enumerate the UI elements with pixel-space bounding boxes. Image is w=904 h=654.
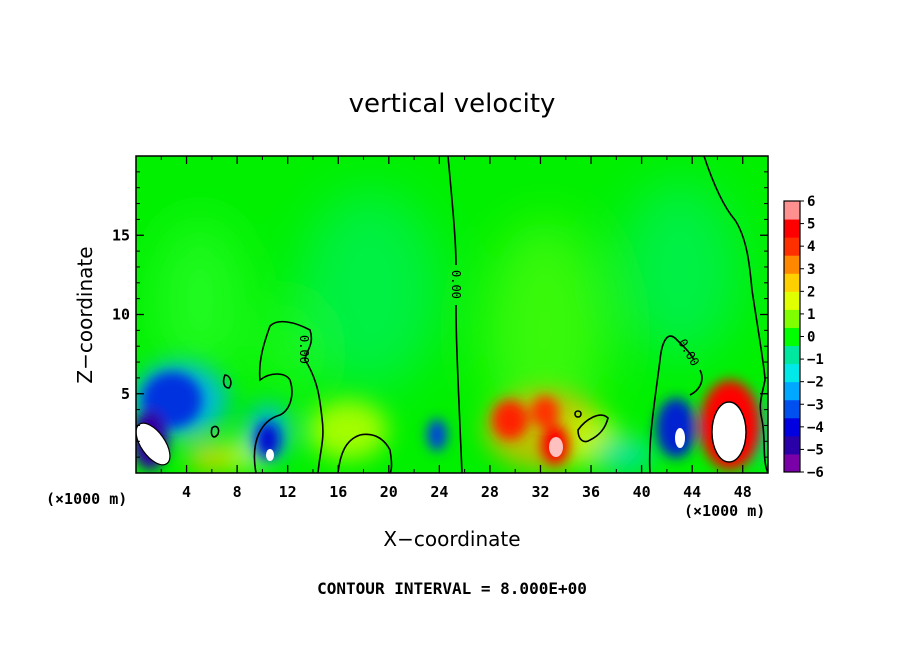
colorbar-label: 6: [807, 194, 815, 210]
colorbar-swatch: [784, 273, 800, 292]
colorbar-label: 2: [807, 284, 815, 300]
x-tick-label: 48: [734, 483, 752, 501]
soft-field: [155, 180, 740, 440]
colorbar-swatch: [784, 363, 800, 383]
contour-lines: [136, 156, 768, 473]
downdraft-core: [256, 422, 280, 458]
x-tick-label: 16: [329, 483, 347, 501]
soft-downdraft-region: [620, 180, 740, 360]
y-axis-label: Z−coordinate: [73, 246, 97, 383]
x-tick-label: 32: [531, 483, 549, 501]
colorbar-label: −3: [807, 397, 824, 413]
x-tick-label: 36: [582, 483, 600, 501]
downdraft-core: [427, 419, 447, 451]
plot-area: 0.00 0.00 0.00: [136, 156, 768, 473]
colorbar-label: 4: [807, 239, 815, 255]
updraft-core: [531, 396, 559, 428]
colorbar-swatch: [784, 291, 800, 310]
colorbar-swatch: [784, 309, 800, 328]
y-tick-label: 15: [112, 226, 130, 244]
zero-contour: [577, 414, 609, 443]
downdraft-core: [656, 398, 696, 458]
x-tick-label: 20: [380, 483, 398, 501]
contour-interval-note: CONTOUR INTERVAL = 8.000E+00: [317, 579, 587, 598]
x-tick-label: 24: [430, 483, 448, 501]
y-axis-ticks: 5 10 15: [112, 171, 768, 458]
x-tick-label: 4: [182, 483, 191, 501]
contour-label: 0.00: [297, 335, 311, 364]
colorbar-label: −6: [807, 465, 824, 481]
colorbar-swatch: [784, 417, 800, 437]
x-tick-label: 12: [279, 483, 297, 501]
colorbar-swatch: [784, 255, 800, 274]
y-tick-label: 10: [112, 306, 130, 324]
contour-label: 0.00: [449, 270, 463, 299]
extreme-core: [136, 423, 170, 465]
updraft-region: [187, 444, 237, 472]
colorbar-swatch: [784, 237, 800, 256]
colorbar-label: 5: [807, 217, 815, 233]
zero-contour: [253, 320, 324, 473]
y-tick-label: 5: [121, 385, 130, 403]
colorbar-label: −2: [807, 375, 824, 391]
extreme-cells: [136, 402, 746, 465]
zero-contour: [222, 374, 232, 389]
x-axis-ticks: 4 8 12 16 20 24 28 32 36 40 44 48: [160, 156, 752, 501]
extreme-contour: [136, 422, 171, 466]
zero-contour: [648, 335, 703, 473]
x-tick-label: 44: [683, 483, 701, 501]
x-axis-label: X−coordinate: [383, 527, 520, 551]
downdraft-region: [595, 437, 655, 473]
colorbar-swatch: [784, 453, 800, 473]
extreme-core: [549, 437, 563, 457]
x-unit-right: (×1000 m): [684, 502, 765, 520]
extreme-contour: [711, 401, 747, 463]
colorbar-label: −4: [807, 420, 824, 436]
zero-contour: [210, 425, 220, 438]
extreme-core: [266, 449, 274, 461]
colorbar-label: 3: [807, 262, 815, 278]
zero-contour: [703, 156, 768, 473]
x-tick-label: 8: [233, 483, 242, 501]
soft-updraft-region: [485, 220, 605, 440]
colorbar-label: 0: [807, 330, 815, 346]
colorbar-swatch: [784, 399, 800, 419]
colorbar: 6 5 4 3 2 1 0 −1 −2 −3 −4 −5 −6: [783, 194, 824, 481]
extreme-core: [712, 402, 746, 462]
colorbar-swatch: [784, 345, 800, 365]
soft-updraft-region: [260, 300, 320, 400]
updraft-core: [492, 400, 528, 440]
colorbar-swatch: [784, 435, 800, 455]
colorbar-label: −5: [807, 442, 824, 458]
x-unit-left: (×1000 m): [46, 490, 127, 508]
soft-updraft-region: [155, 220, 245, 380]
colorbar-swatch: [784, 327, 800, 347]
colorbar-label: −1: [807, 352, 824, 368]
zero-contour: [447, 156, 463, 473]
colorbar-swatch: [784, 201, 800, 220]
colorbar-swatch: [784, 219, 800, 238]
zero-contour: [337, 433, 393, 473]
zero-contour: [574, 410, 582, 418]
colorbar-swatch: [784, 381, 800, 401]
x-tick-label: 40: [633, 483, 651, 501]
extreme-core: [675, 428, 685, 448]
x-tick-label: 28: [481, 483, 499, 501]
updraft-region: [308, 400, 388, 460]
chart-title: vertical velocity: [349, 89, 556, 119]
colorbar-label: 1: [807, 307, 815, 323]
soft-downdraft-region: [300, 190, 440, 390]
